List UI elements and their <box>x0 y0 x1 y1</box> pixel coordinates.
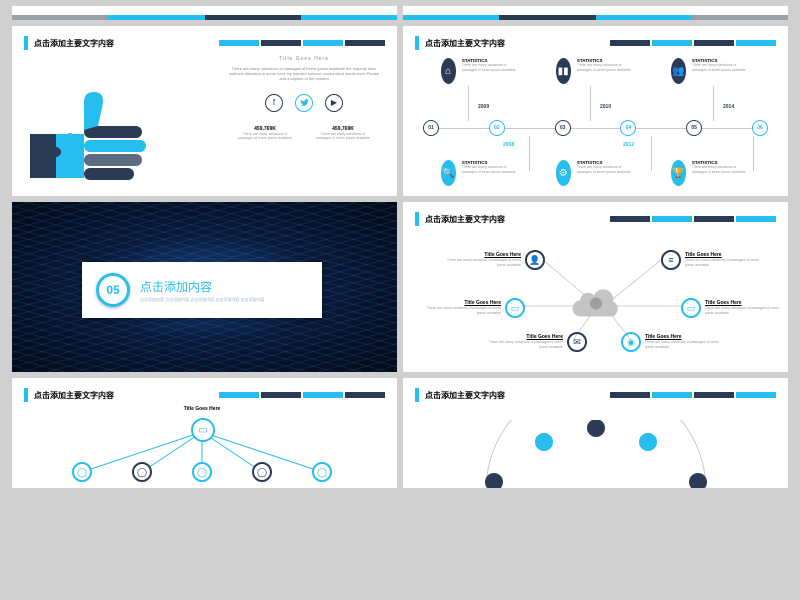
timeline: 2009 2010 2014 2008 2012 ⌂ STATISTICSThe… <box>423 58 768 186</box>
youtube-icon: ▶ <box>325 94 343 112</box>
tree-root-icon: ▭ <box>191 418 215 442</box>
timeline-top-1: ⌂ STATISTICSThere are many variations of… <box>441 58 521 84</box>
timeline-top-2: ▮▮ STATISTICSThere are many variations o… <box>556 58 636 84</box>
tree-child: ◯ <box>132 462 152 482</box>
node-03: 03 <box>555 120 571 136</box>
people-icon: 👥 <box>671 58 686 84</box>
gear-icon: ⚙ <box>556 160 571 186</box>
node-01: 01 <box>423 120 439 136</box>
cloud-satellite: Title Goes HereThere are many variations… <box>485 332 587 352</box>
social-icons: f ▶ <box>229 94 379 112</box>
slide-title: 点击添加主要文字内容 <box>34 38 114 49</box>
slide-cloud: 点击添加主要文字内容 Title Goes HereThere are many… <box>403 202 788 372</box>
slide-arc: 点击添加主要文字内容 <box>403 378 788 488</box>
slide-timeline: 点击添加主要文字内容 2009 2010 2014 2008 2012 ⌂ <box>403 26 788 196</box>
node-05: 05 <box>686 120 702 136</box>
slide1-text-block: Title Goes Here There are many variation… <box>229 56 379 141</box>
section-card: 05 点击添加内容 点击添加内容 点击添加内容 点击添加内容 点击添加内容 点击… <box>82 262 322 318</box>
section-number: 05 <box>96 273 130 307</box>
arc-diagram <box>466 420 726 488</box>
search-icon: 🔍 <box>441 160 456 186</box>
satellite-icon: ✉ <box>567 332 587 352</box>
cloud-satellite: ◉Title Goes HereThere are many variation… <box>621 332 723 352</box>
satellite-icon: ▭ <box>505 298 525 318</box>
chart-icon: ▮▮ <box>556 58 571 84</box>
timeline-bot-2: ⚙ STATISTICSThere are many variations of… <box>556 160 636 186</box>
thumb-puzzle-graphic <box>28 90 158 184</box>
slide-trim-left <box>12 6 397 20</box>
section-title: 点击添加内容 <box>140 278 264 295</box>
stat-2: 459,769K There are many variations of pa… <box>313 126 373 141</box>
home-icon: ⌂ <box>441 58 456 84</box>
tree-child: ◯ <box>192 462 212 482</box>
stat-1: 459,769K There are many variations of pa… <box>235 126 295 141</box>
tree-child: ◯ <box>72 462 92 482</box>
satellite-icon: ◉ <box>621 332 641 352</box>
slide-trim-right <box>403 6 788 20</box>
section-subtitle: 点击添加内容 点击添加内容 点击添加内容 点击添加内容 点击添加内容 <box>140 297 264 303</box>
tree-diagram: ▭ Title Goes Here ◯◯◯◯◯ <box>52 414 357 484</box>
satellite-icon: 👤 <box>525 250 545 270</box>
trophy-icon: 🏆 <box>671 160 686 186</box>
twitter-icon <box>295 94 313 112</box>
slide-thumb: 点击添加主要文字内容 Title Goes Here There are man… <box>12 26 397 196</box>
cloud-satellite: ▭Title Goes HereThere are many variation… <box>681 298 783 318</box>
timeline-bot-3: 🏆 STATISTICSThere are many variations of… <box>671 160 751 186</box>
satellite-icon: ▭ <box>681 298 701 318</box>
slide-tree: 点击添加主要文字内容 ▭ Title Goes Here ◯◯◯◯◯ <box>12 378 397 488</box>
tree-child: ◯ <box>252 462 272 482</box>
node-02: 02 <box>489 120 505 136</box>
node-04: 04 <box>620 120 636 136</box>
slide-section-divider: 05 点击添加内容 点击添加内容 点击添加内容 点击添加内容 点击添加内容 点击… <box>12 202 397 372</box>
facebook-icon: f <box>265 94 283 112</box>
slide-grid: 点击添加主要文字内容 Title Goes Here There are man… <box>0 6 800 488</box>
timeline-top-3: 👥 STATISTICSThere are many variations of… <box>671 58 751 84</box>
satellite-icon: ≡ <box>661 250 681 270</box>
cloud-icon <box>567 280 625 329</box>
timeline-bot-1: 🔍 STATISTICSThere are many variations of… <box>441 160 521 186</box>
cloud-satellite: Title Goes HereThere are many variations… <box>443 250 545 270</box>
slide-header: 点击添加主要文字内容 <box>24 36 385 50</box>
node-06: 06 <box>752 120 768 136</box>
cloud-satellite: ≡Title Goes HereThere are many variation… <box>661 250 763 270</box>
cloud-satellite: Title Goes HereThere are many variations… <box>423 298 525 318</box>
tree-child: ◯ <box>312 462 332 482</box>
